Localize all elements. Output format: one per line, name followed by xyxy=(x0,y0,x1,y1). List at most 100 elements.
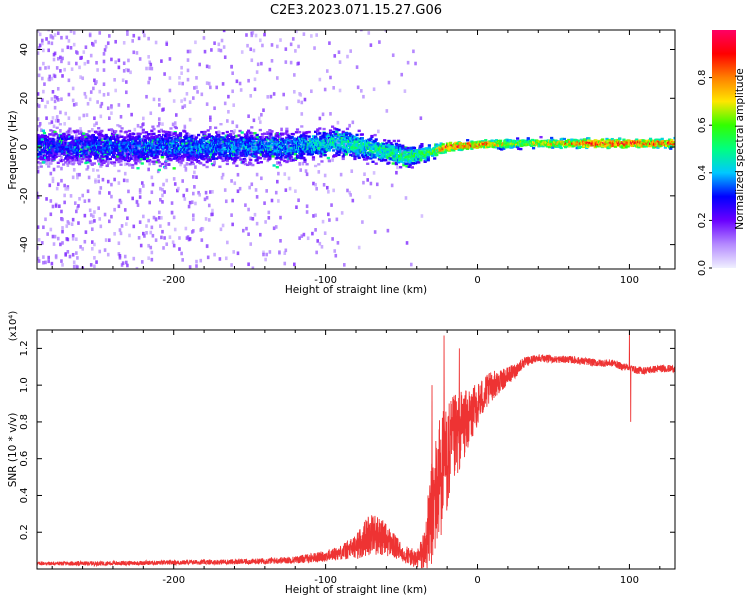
spectrogram-cell xyxy=(173,132,177,135)
spectrogram-noise-cell xyxy=(67,39,71,43)
spectrogram-noise-cell xyxy=(331,158,334,162)
spectrogram-noise-cell xyxy=(188,23,191,27)
spectrogram-cell xyxy=(318,127,322,130)
spectrogram-cell xyxy=(307,130,311,134)
spectrogram-cell xyxy=(203,155,207,158)
spectrogram-noise-cell xyxy=(123,171,127,176)
spectrogram-cell xyxy=(334,154,338,158)
spectrogram-noise-cell xyxy=(301,161,305,166)
spectrogram-cell xyxy=(94,136,99,140)
spectrogram-cell xyxy=(53,153,57,157)
spectrogram-noise-cell xyxy=(299,168,303,172)
spectrogram-cell xyxy=(383,153,387,157)
spectrogram-cell xyxy=(300,134,304,137)
spectrogram-cell xyxy=(176,148,181,151)
spectrogram-cell xyxy=(152,132,156,136)
spectrogram-noise-cell xyxy=(43,82,46,86)
spectrogram-cell xyxy=(66,146,70,149)
spectrogram-cell xyxy=(61,134,66,138)
spectrogram-cell xyxy=(188,147,192,150)
spectrogram-noise-cell xyxy=(60,209,63,214)
spectrogram-cell xyxy=(188,137,192,141)
spectrogram-noise-cell xyxy=(95,60,98,65)
spectrogram-cell xyxy=(206,129,210,132)
spectrogram-noise-cell xyxy=(173,121,177,125)
spectrogram-cell xyxy=(186,151,190,155)
spectrogram-cell xyxy=(337,150,341,154)
spectrogram-cell xyxy=(153,160,157,163)
spectrogram-cell xyxy=(69,149,73,152)
spectrogram-cell xyxy=(324,145,328,148)
spectrogram-cell xyxy=(37,152,40,156)
spectrogram-cell xyxy=(227,139,232,143)
spectrogram-cell xyxy=(408,159,412,163)
spectrogram-cell xyxy=(116,155,120,158)
spectrogram-noise-cell xyxy=(172,99,176,103)
spectrogram-noise-cell xyxy=(118,133,122,138)
spectrogram-noise-cell xyxy=(160,128,163,133)
spectrogram-noise-cell xyxy=(249,242,253,246)
spectrogram-cell xyxy=(346,135,351,139)
spectrogram-noise-cell xyxy=(180,99,183,103)
spectrogram-cell xyxy=(202,163,206,167)
spectrogram-cell xyxy=(365,144,369,148)
spectrogram-cell xyxy=(150,153,154,156)
spectrogram-cell xyxy=(285,154,289,158)
spectrogram-cell xyxy=(68,127,72,130)
spectrogram-noise-cell xyxy=(161,122,164,126)
spectrogram-noise-cell xyxy=(47,255,50,260)
spectrogram-cell xyxy=(319,144,323,147)
spectrogram-noise-cell xyxy=(102,52,106,56)
spectrogram-noise-cell xyxy=(168,57,172,61)
spectrogram-cell xyxy=(90,139,94,143)
spectrogram-cell xyxy=(160,162,165,166)
spectrogram-cell xyxy=(386,147,390,151)
spectrogram-noise-cell xyxy=(120,224,124,228)
spectrogram-noise-cell xyxy=(239,88,243,92)
spectrogram-cell xyxy=(249,158,253,162)
spectrogram-noise-cell xyxy=(157,210,161,215)
spectrogram-cell xyxy=(193,138,198,141)
spectrogram-noise-cell xyxy=(150,257,154,262)
spectrogram-noise-cell xyxy=(59,129,62,133)
spectrogram-noise-cell xyxy=(99,224,103,229)
spectrogram-cell xyxy=(195,156,200,159)
spectrogram-cell xyxy=(328,146,333,150)
spectrogram-noise-cell xyxy=(72,264,76,269)
spectrogram-cell xyxy=(232,136,236,139)
spectrogram-noise-cell xyxy=(79,144,82,149)
spectrogram-cell xyxy=(125,152,129,156)
spectrogram-cell xyxy=(256,136,260,139)
spectrogram-cell xyxy=(334,133,338,136)
spectrogram-cell xyxy=(320,152,324,156)
spectrogram-noise-cell xyxy=(329,112,332,116)
spectrogram-cell xyxy=(298,137,302,140)
spectrogram-noise-cell xyxy=(332,86,335,90)
spectrogram-noise-cell xyxy=(61,263,64,267)
spectrogram-cell xyxy=(279,140,284,143)
spectrogram-noise-cell xyxy=(136,158,140,163)
spectrogram-cell xyxy=(403,148,407,152)
spectrogram-noise-cell xyxy=(55,66,59,70)
spectrogram-noise-cell xyxy=(127,189,130,194)
spectrogram-cell xyxy=(164,139,168,143)
spectrogram-noise-cell xyxy=(406,60,410,65)
spectrogram-noise-cell xyxy=(143,33,146,38)
spectrogram-noise-cell xyxy=(405,241,409,245)
spectrogram-cell xyxy=(78,129,83,133)
spectrogram-cell xyxy=(250,126,254,129)
spectrogram-noise-cell xyxy=(187,204,191,209)
spectrogram-noise-cell xyxy=(327,189,330,194)
spectrogram-cell xyxy=(384,158,388,162)
spectrogram-cell xyxy=(366,155,370,159)
spectrogram-noise-cell xyxy=(89,213,93,217)
spectrogram-cell xyxy=(113,152,117,155)
spectrogram-noise-cell xyxy=(140,260,144,264)
spectrogram-noise-cell xyxy=(223,101,227,106)
spectrogram-cell xyxy=(392,145,396,149)
spectrogram-cell xyxy=(304,140,308,143)
spectrogram-cell xyxy=(142,147,146,151)
spectrogram-noise-cell xyxy=(67,92,71,97)
spectrogram-cell xyxy=(343,135,347,139)
